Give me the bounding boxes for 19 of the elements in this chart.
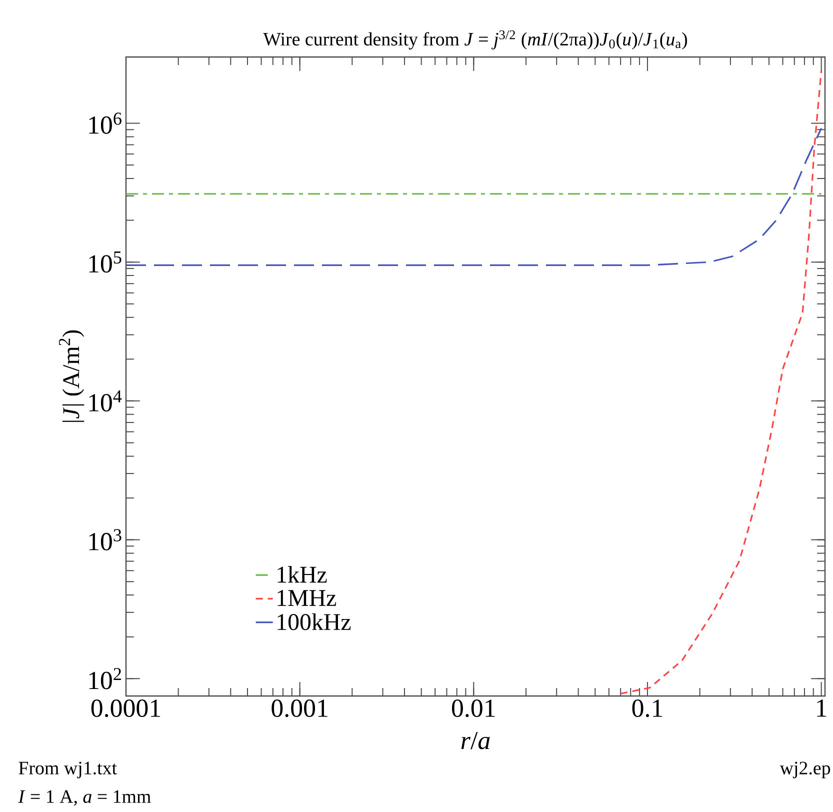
text: From wj1.txt xyxy=(18,762,117,778)
chart-title: Wire current density from J = j$^{3/2}$ (mI/(2πa))J$_{0}$(u)/J$_{1}$(u$_{a}$) xyxy=(263,30,688,50)
x-axis-title: r/a xyxy=(461,732,490,750)
text: I = 1 A, a = 1mm xyxy=(18,790,151,806)
y-tick-label: 10$^{2}$ xyxy=(89,668,121,690)
x-tick-label: 0.01 xyxy=(452,700,495,718)
y-tick-label: 10$^{4}$ xyxy=(89,390,122,412)
x-tick-label: 0.1 xyxy=(632,700,662,718)
y-tick-label: 10$^{3}$ xyxy=(89,529,122,550)
y-tick-label: 10$^{5}$ xyxy=(89,252,122,273)
x-tick-label: 0.0001 xyxy=(91,700,160,718)
x-tick-label: 0.001 xyxy=(272,700,328,718)
y-axis-title: |J| (A/m$^{2}$) xyxy=(58,330,84,422)
y-tick-label: 10$^{6}$ xyxy=(89,112,122,134)
legend-label: 100kHz xyxy=(278,613,351,630)
legend-label: 1MHz xyxy=(278,590,336,606)
x-tick-label: 1 xyxy=(817,700,826,717)
text: wj2.ep xyxy=(780,762,830,778)
legend-label: 1kHz xyxy=(278,566,327,583)
